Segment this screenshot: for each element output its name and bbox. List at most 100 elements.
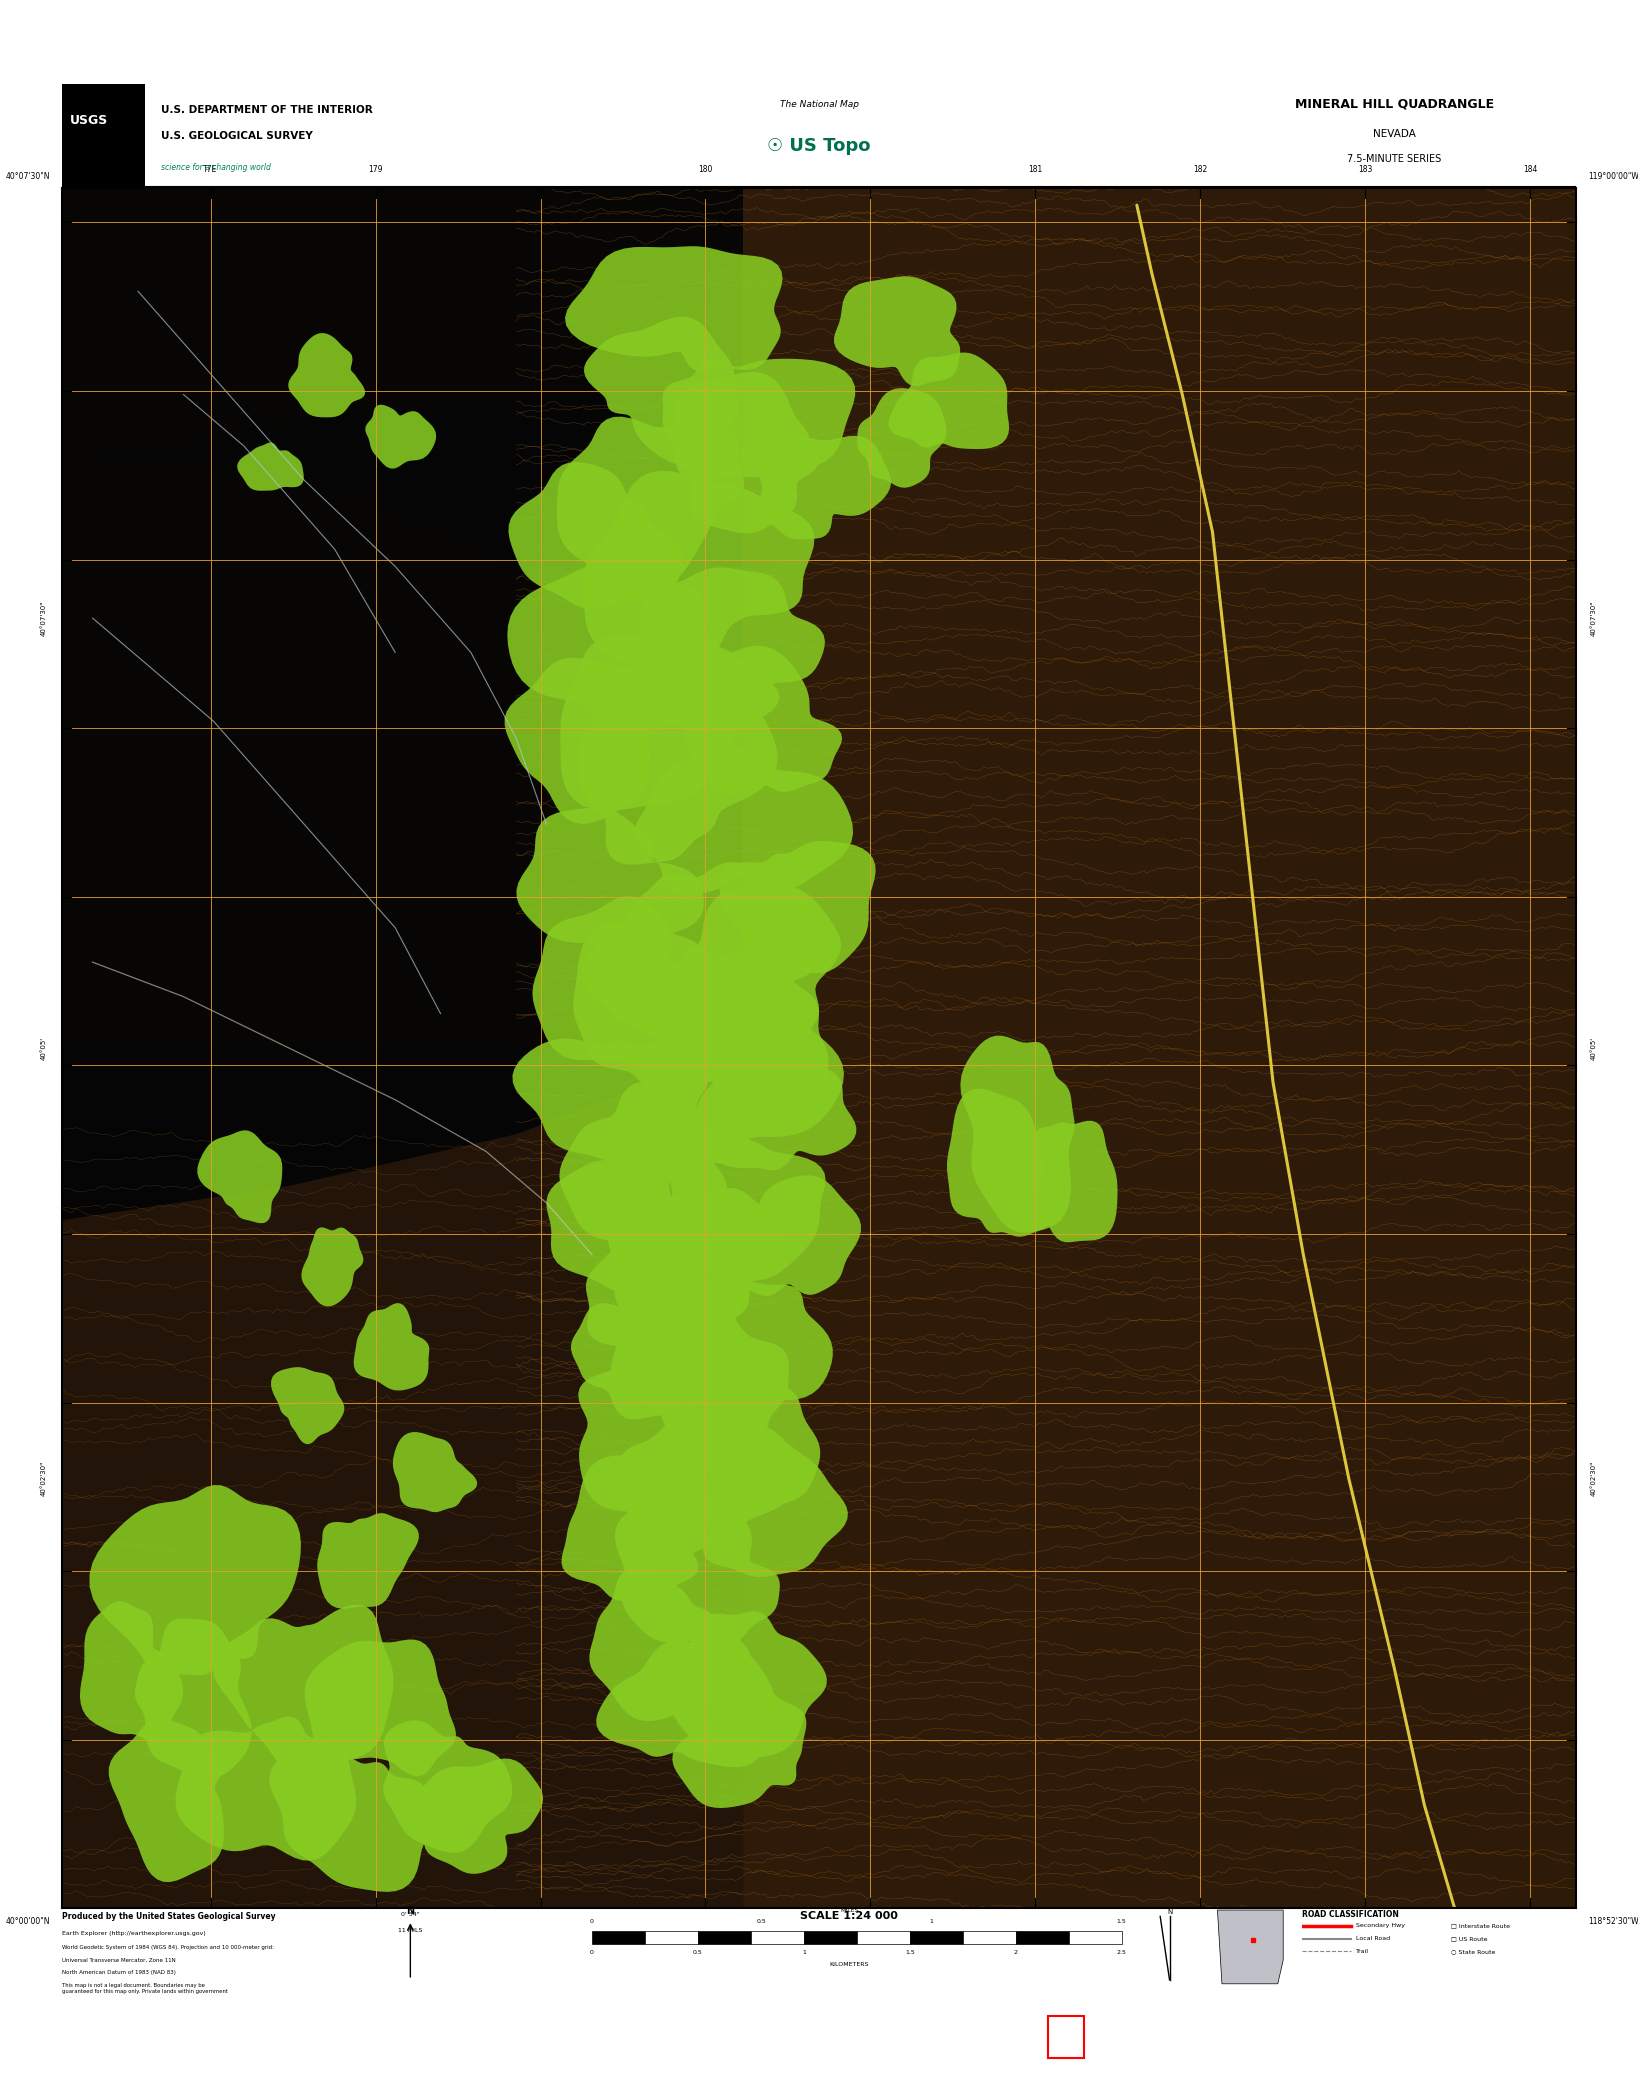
Polygon shape [672,1374,821,1526]
Text: This map is not a legal document. Boundaries may be
guaranteed for this map only: This map is not a legal document. Bounda… [62,1984,228,1994]
Text: NEVADA: NEVADA [1373,129,1415,138]
Polygon shape [703,1437,848,1576]
Polygon shape [585,317,739,466]
Polygon shape [318,1514,419,1608]
Text: Earth Explorer (http://earthexplorer.usgs.gov): Earth Explorer (http://earthexplorer.usg… [62,1931,206,1936]
Polygon shape [270,1368,344,1445]
Bar [1048,2015,1084,2059]
Polygon shape [583,470,814,683]
Polygon shape [134,1618,252,1779]
Polygon shape [857,388,947,489]
Text: 40°00'00"N: 40°00'00"N [5,1917,51,1925]
Text: 40°05': 40°05' [1590,1036,1597,1061]
Text: 0' 34": 0' 34" [401,1913,419,1917]
Polygon shape [560,628,780,810]
Polygon shape [1016,1121,1117,1242]
Bar [591,1931,645,1944]
Polygon shape [578,677,778,864]
Polygon shape [719,841,876,973]
Text: 40°02'30": 40°02'30" [1590,1462,1597,1495]
Polygon shape [354,1303,429,1391]
Bar [1016,1931,1068,1944]
Polygon shape [532,896,717,1073]
Text: 183: 183 [1358,165,1373,173]
Text: 180: 180 [698,165,713,173]
Text: 118°52'30"W: 118°52'30"W [1587,1917,1638,1925]
Polygon shape [614,1491,780,1645]
Polygon shape [611,1301,790,1453]
Polygon shape [608,1188,785,1334]
Polygon shape [673,372,817,535]
Bar [857,1931,909,1944]
Polygon shape [637,1004,844,1163]
Polygon shape [590,1566,752,1721]
Polygon shape [213,1606,393,1779]
Text: Universal Transverse Mercator, Zone 11N: Universal Transverse Mercator, Zone 11N [62,1959,175,1963]
Polygon shape [721,1176,862,1297]
Text: 1: 1 [929,1919,934,1925]
Polygon shape [559,1082,727,1240]
Bar [909,1931,963,1944]
Polygon shape [960,1036,1075,1232]
Polygon shape [365,405,436,468]
Polygon shape [238,443,303,491]
Polygon shape [383,1721,513,1852]
Text: 184: 184 [1523,165,1538,173]
Text: 179: 179 [369,165,383,173]
Text: 1.5: 1.5 [904,1950,914,1956]
Text: Local Road: Local Road [1356,1936,1391,1942]
Text: 7.5-MINUTE SERIES: 7.5-MINUTE SERIES [1346,155,1441,163]
Polygon shape [557,418,744,593]
Polygon shape [696,1036,857,1169]
Text: 40°05': 40°05' [41,1036,48,1061]
Bar [698,1931,750,1944]
Polygon shape [108,1718,226,1881]
Bar [963,1931,1016,1944]
Text: 0: 0 [590,1919,595,1925]
Polygon shape [508,461,683,610]
Text: The National Map: The National Map [780,100,858,109]
Text: 119°00'00"W: 119°00'00"W [1587,171,1638,182]
Text: 2: 2 [1014,1950,1017,1956]
Polygon shape [586,1205,755,1363]
Polygon shape [547,1155,695,1301]
Polygon shape [175,1716,355,1860]
Text: North American Datum of 1983 (NAD 83): North American Datum of 1983 (NAD 83) [62,1971,177,1975]
Text: MILES: MILES [840,1908,858,1913]
Text: T7E: T7E [203,165,218,173]
Text: □ Interstate Route: □ Interstate Route [1451,1923,1510,1929]
Polygon shape [62,188,819,464]
Polygon shape [505,658,673,825]
Polygon shape [269,1748,437,1892]
Polygon shape [631,568,826,727]
Text: science for a changing world: science for a changing world [161,163,270,171]
Polygon shape [618,1411,801,1556]
Bar [645,1931,698,1944]
Polygon shape [62,464,744,1048]
Polygon shape [197,1130,282,1224]
Text: 40°02'30": 40°02'30" [41,1462,48,1495]
Polygon shape [672,1612,827,1760]
Text: MINERAL HILL QUADRANGLE: MINERAL HILL QUADRANGLE [1294,98,1494,111]
Polygon shape [80,1601,183,1741]
Polygon shape [305,1639,455,1777]
Polygon shape [301,1228,364,1307]
Text: Trail: Trail [1356,1948,1369,1954]
Text: 1.5: 1.5 [1117,1919,1127,1925]
Bar [750,1931,804,1944]
Text: N: N [1166,1908,1173,1915]
Polygon shape [90,1485,301,1675]
Polygon shape [668,950,829,1102]
Polygon shape [416,1758,544,1873]
Text: 2.5: 2.5 [1117,1950,1127,1956]
Text: ○ State Route: ○ State Route [1451,1948,1495,1954]
Polygon shape [288,332,365,418]
Text: 182: 182 [1192,165,1207,173]
Text: Secondary Hwy: Secondary Hwy [1356,1923,1405,1929]
Text: KILOMETERS: KILOMETERS [829,1961,868,1967]
Polygon shape [513,1038,709,1165]
Text: 40°07'30"N: 40°07'30"N [5,171,51,182]
Polygon shape [516,808,704,954]
Polygon shape [744,188,1576,1908]
Polygon shape [649,1280,832,1401]
